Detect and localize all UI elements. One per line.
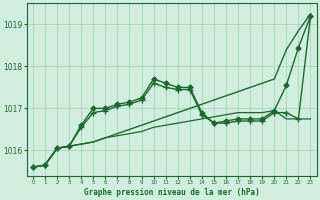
X-axis label: Graphe pression niveau de la mer (hPa): Graphe pression niveau de la mer (hPa) [84, 188, 260, 197]
